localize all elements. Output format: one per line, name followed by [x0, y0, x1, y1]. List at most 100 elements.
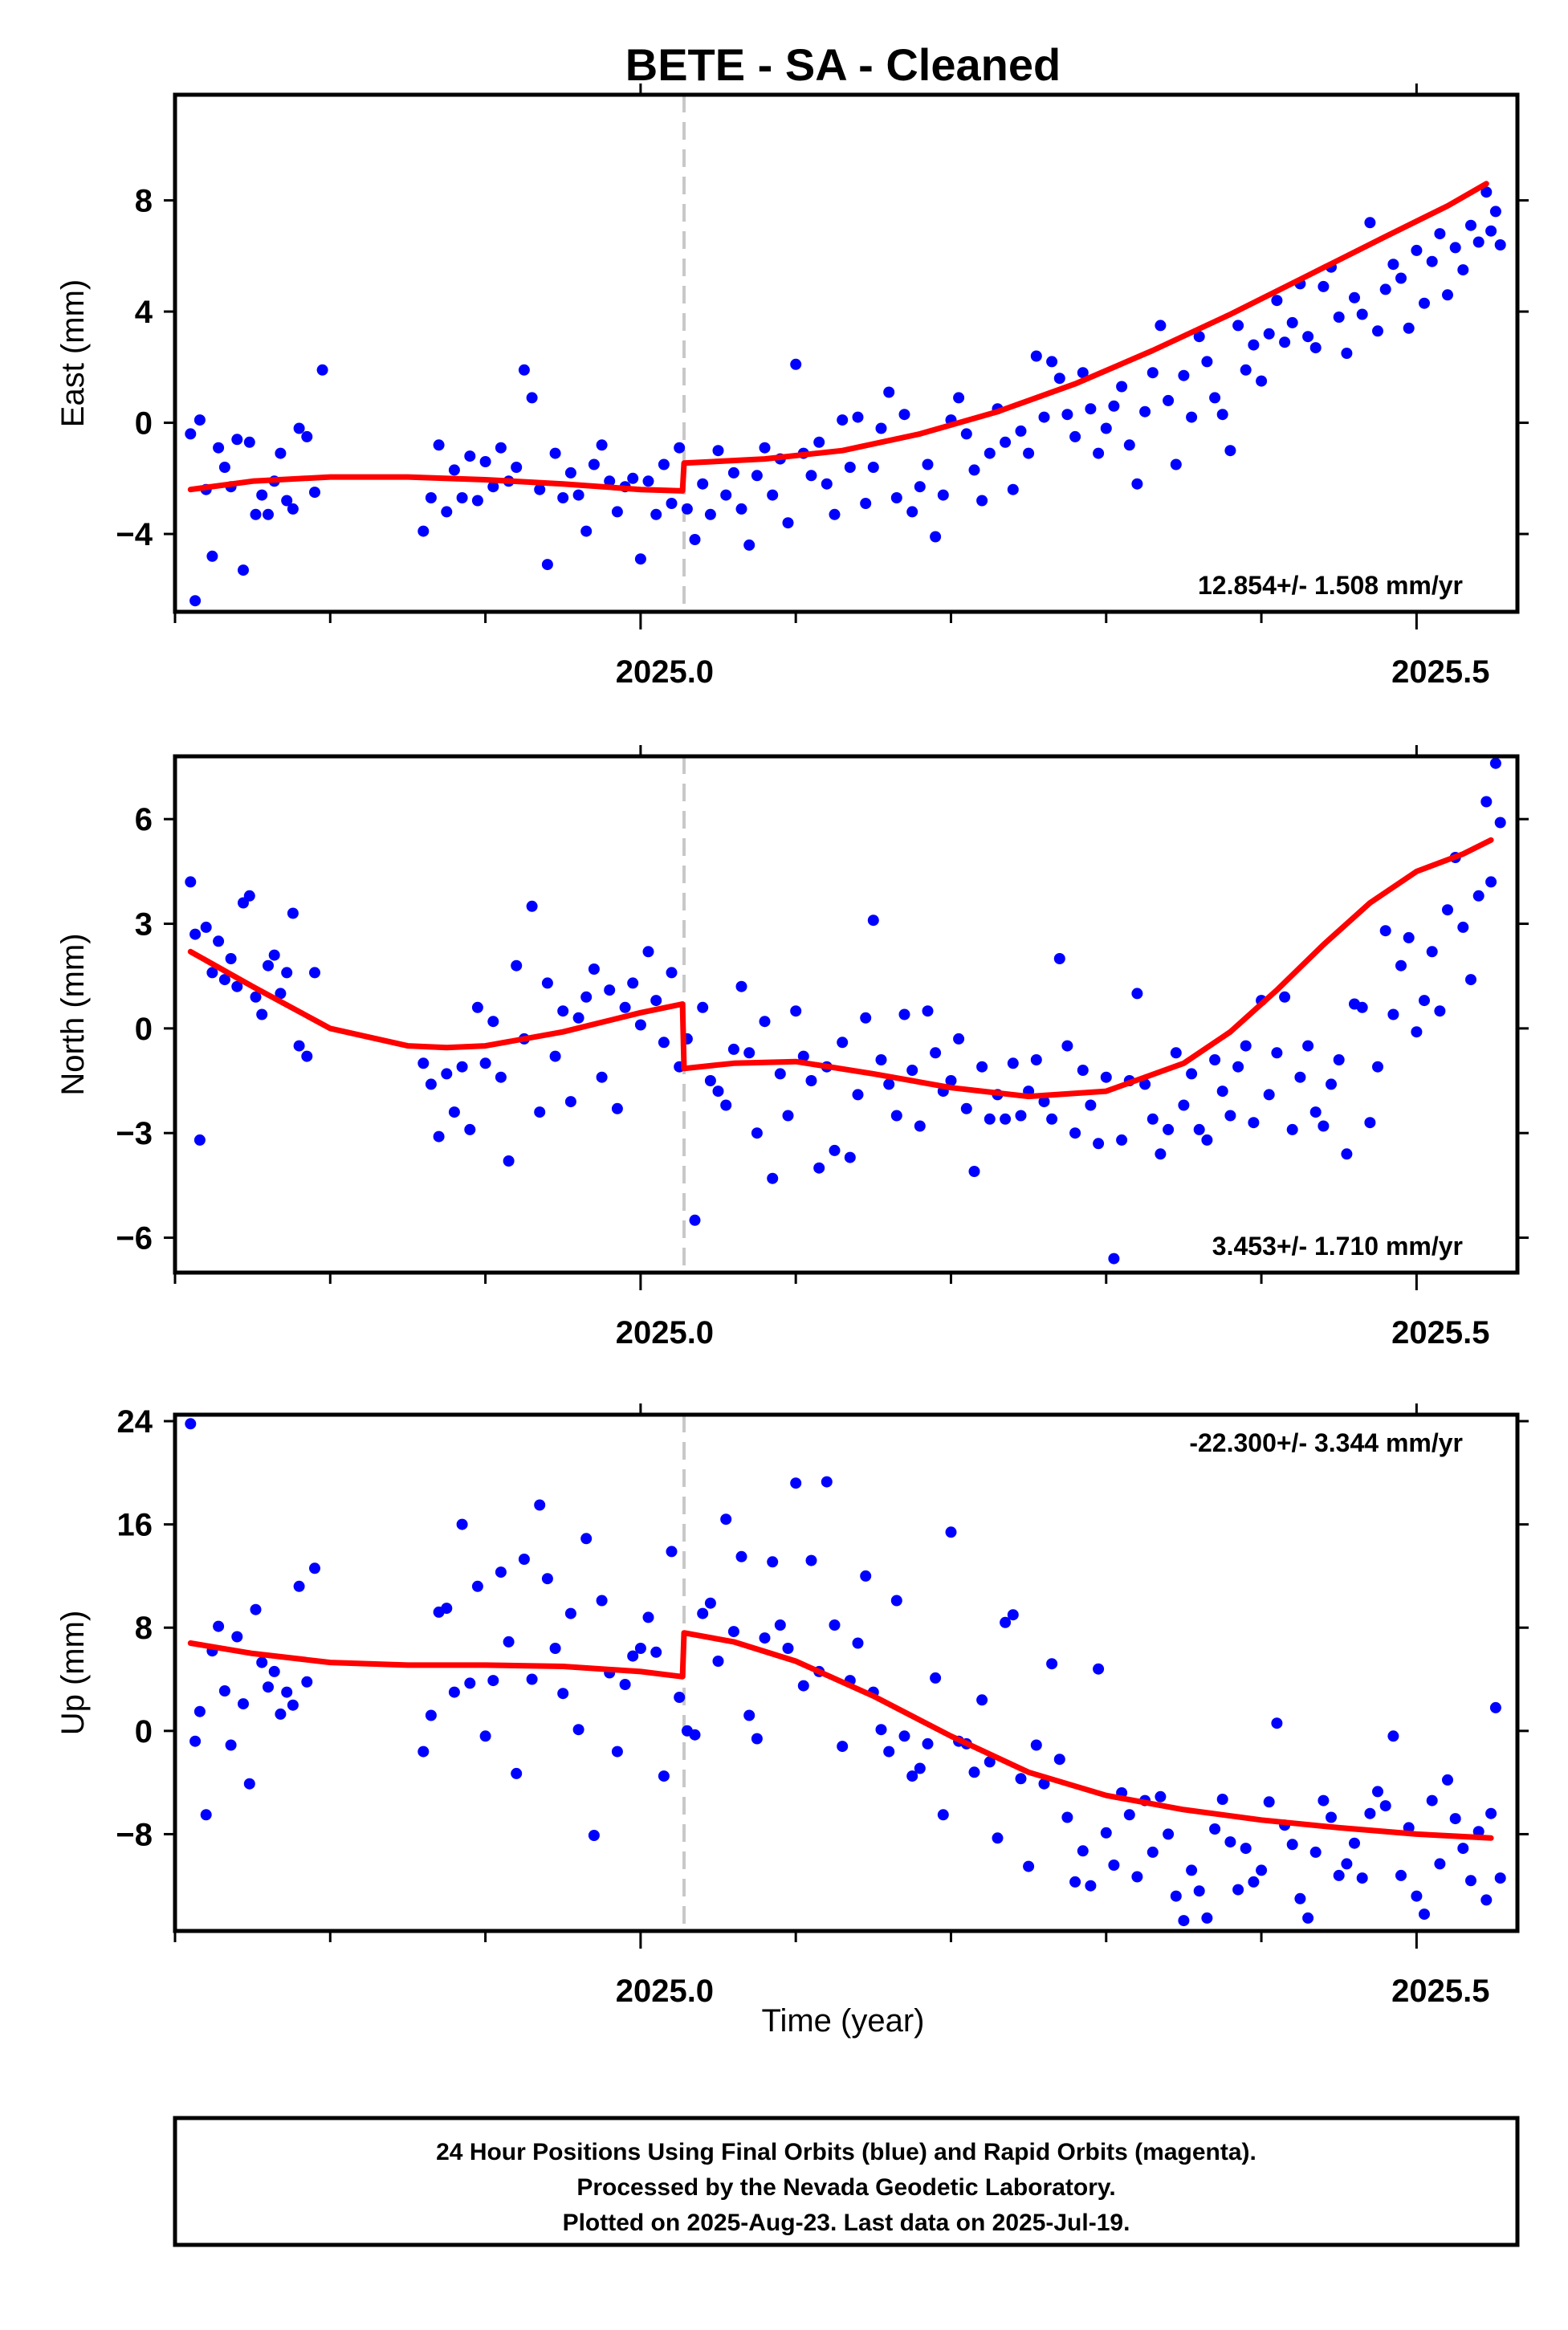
data-point — [1364, 217, 1376, 229]
data-point — [588, 458, 600, 470]
data-point — [263, 508, 274, 520]
data-point — [1379, 925, 1391, 937]
data-point — [797, 1050, 809, 1062]
data-point — [572, 489, 584, 501]
data-point — [557, 1688, 569, 1700]
data-point — [1131, 988, 1143, 1000]
footer-line-1: 24 Hour Positions Using Final Orbits (bl… — [436, 2139, 1256, 2165]
data-point — [588, 963, 600, 975]
data-point — [541, 977, 553, 989]
data-point — [448, 464, 460, 476]
data-point — [301, 430, 313, 442]
data-point — [642, 946, 654, 958]
data-point — [218, 974, 230, 986]
data-point — [1224, 445, 1236, 457]
data-point — [250, 508, 262, 520]
data-point — [821, 1476, 833, 1488]
data-point — [821, 478, 833, 490]
data-point — [1139, 1078, 1151, 1090]
data-point — [511, 462, 523, 473]
data-point — [658, 1037, 670, 1049]
data-point — [1061, 1040, 1073, 1052]
data-point — [495, 1071, 507, 1083]
data-point — [287, 1699, 299, 1711]
data-point — [890, 492, 902, 503]
data-point — [953, 392, 965, 404]
footer-frame — [173, 2116, 1520, 2247]
data-point — [596, 439, 608, 451]
data-point — [596, 1071, 608, 1083]
data-point — [580, 1533, 593, 1545]
data-point — [256, 1656, 268, 1668]
data-point — [549, 447, 561, 459]
data-point — [1146, 1113, 1159, 1125]
data-point — [960, 1102, 972, 1114]
data-point — [1100, 1071, 1112, 1083]
data-point — [189, 1735, 202, 1747]
data-point — [263, 1681, 274, 1693]
up-fit-line — [187, 1630, 1494, 1841]
data-point — [1395, 959, 1407, 972]
data-point — [1326, 1811, 1337, 1823]
data-point — [1170, 458, 1182, 470]
data-point — [281, 1686, 293, 1698]
data-point — [1434, 228, 1446, 240]
data-point — [185, 876, 197, 888]
data-point — [557, 1005, 569, 1017]
data-point — [1279, 336, 1291, 348]
data-point — [1201, 1134, 1213, 1146]
data-point — [1201, 1912, 1213, 1924]
data-point — [1216, 409, 1228, 421]
data-point — [650, 1646, 662, 1658]
y-tick-label: 3 — [135, 907, 153, 943]
data-point — [1457, 1843, 1469, 1855]
y-tick-label: −6 — [116, 1221, 153, 1257]
data-point — [1395, 1869, 1407, 1881]
data-point — [511, 959, 523, 972]
data-point — [1015, 1110, 1027, 1122]
data-point — [471, 1001, 483, 1013]
north-points — [185, 757, 1506, 1265]
footer-line-2: Processed by the Nevada Geodetic Laborat… — [576, 2174, 1115, 2201]
data-point — [890, 1110, 902, 1122]
data-point — [704, 1075, 716, 1086]
data-point — [712, 445, 724, 457]
data-point — [751, 1733, 763, 1745]
data-point — [518, 1554, 530, 1565]
data-point — [1163, 394, 1175, 406]
data-point — [627, 472, 639, 484]
data-point — [1356, 308, 1368, 320]
data-point — [1093, 1663, 1105, 1675]
data-point — [1093, 1138, 1105, 1150]
data-point — [689, 1214, 701, 1226]
data-point — [1170, 1890, 1182, 1902]
data-point — [1224, 1836, 1236, 1848]
data-point — [193, 414, 206, 426]
data-point — [1457, 921, 1469, 933]
data-point — [797, 1680, 809, 1692]
data-point — [634, 1019, 646, 1031]
data-point — [1480, 796, 1493, 808]
data-point — [1256, 375, 1268, 387]
data-point — [1116, 381, 1128, 393]
data-point — [464, 450, 476, 462]
data-point — [1465, 974, 1476, 986]
data-point — [1286, 1123, 1298, 1135]
data-point — [250, 1603, 262, 1615]
x-tick-label: 2025.0 — [616, 1974, 714, 2009]
data-point — [293, 1040, 305, 1052]
data-point — [456, 1518, 468, 1530]
data-point — [937, 1809, 949, 1821]
data-point — [1123, 439, 1135, 451]
data-point — [471, 495, 483, 507]
data-point — [883, 1745, 895, 1758]
data-point — [829, 508, 841, 520]
data-point — [1387, 1008, 1399, 1020]
data-point — [844, 462, 856, 473]
data-point — [767, 1172, 779, 1184]
data-point — [268, 1665, 280, 1677]
data-point — [1263, 328, 1275, 340]
data-point — [1146, 367, 1159, 379]
data-point — [1465, 1875, 1476, 1887]
data-point — [960, 428, 972, 440]
